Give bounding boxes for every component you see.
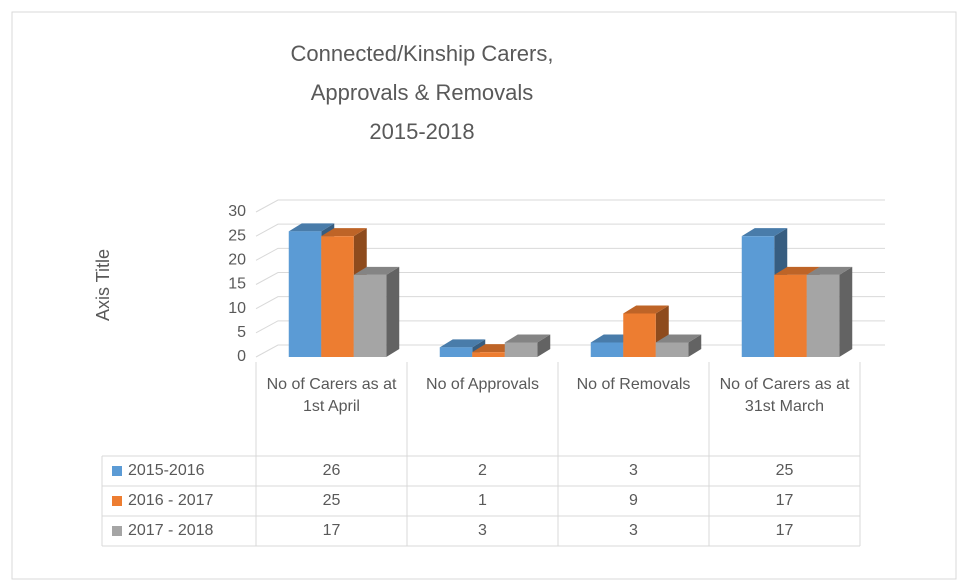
bar-front (774, 274, 807, 357)
bar-top (439, 339, 486, 348)
table-value: 2 (478, 462, 487, 479)
x-tick-label: No of Removals (576, 376, 691, 393)
bar-front (321, 236, 354, 357)
table-value: 25 (323, 492, 341, 509)
chart-title: 2015-2018 (369, 119, 474, 144)
bar-side (688, 334, 702, 357)
legend-label: 2015-2016 (128, 462, 205, 479)
y-tick-label: 5 (237, 324, 246, 341)
bar-front (439, 347, 473, 357)
x-tick-label: No of Carers as at 1st April (266, 376, 397, 415)
bar (353, 266, 400, 357)
legend-key (112, 526, 122, 536)
table-value: 9 (629, 492, 638, 509)
bar-front (353, 274, 387, 357)
grid-line (255, 272, 885, 285)
y-tick-label: 10 (228, 300, 246, 317)
grid-line (255, 223, 885, 237)
bar-front (806, 274, 840, 357)
table-value: 17 (323, 522, 341, 539)
legend-key (112, 466, 122, 476)
grid-line (255, 247, 885, 261)
bar-front (504, 342, 538, 357)
y-tick-label: 15 (228, 276, 246, 293)
x-tick-label: No of Carers as at 31st March (719, 376, 850, 415)
x-tick-label: No of Approvals (426, 376, 539, 393)
bar-front (623, 313, 656, 357)
table-value: 25 (776, 462, 794, 479)
bar-side (537, 334, 551, 357)
bar-front (288, 231, 322, 357)
bar (806, 266, 853, 357)
bar (655, 334, 702, 357)
legend-label: 2017 - 2018 (128, 522, 214, 539)
table-value: 17 (776, 492, 794, 509)
table-value: 3 (478, 522, 487, 539)
chart-title: Connected/Kinship Carers, (291, 41, 554, 66)
bar (504, 334, 551, 357)
y-tick-label: 0 (237, 348, 246, 365)
bar-top (504, 334, 551, 343)
table-value: 26 (323, 462, 341, 479)
bar-top (321, 228, 367, 237)
legend-key (112, 496, 122, 506)
bar-top (655, 334, 702, 343)
legend-label: 2016 - 2017 (128, 492, 214, 509)
y-tick-label: 20 (228, 252, 246, 269)
bar-top (741, 228, 788, 237)
table-value: 3 (629, 522, 638, 539)
grid-line (255, 199, 885, 213)
bar-top (774, 266, 820, 275)
table-value: 17 (776, 522, 794, 539)
bar (623, 305, 669, 357)
bar-front (741, 236, 775, 357)
table-value: 1 (478, 492, 487, 509)
bar-top (806, 266, 853, 275)
chart-title: Approvals & Removals (311, 80, 534, 105)
bar-side (839, 266, 853, 357)
y-axis-title: Axis Title (93, 249, 113, 321)
bar-top (353, 266, 400, 275)
grid-line (255, 296, 885, 310)
bar-front (472, 352, 505, 357)
bar-front (590, 342, 624, 357)
grid-line (255, 320, 885, 334)
y-tick-label: 30 (228, 203, 246, 220)
bar-side (386, 266, 400, 357)
bar-top (623, 305, 669, 314)
bar-front (655, 342, 689, 357)
y-tick-label: 25 (228, 227, 246, 244)
table-value: 3 (629, 462, 638, 479)
chart-border (11, 11, 957, 580)
bar-top (288, 223, 335, 232)
